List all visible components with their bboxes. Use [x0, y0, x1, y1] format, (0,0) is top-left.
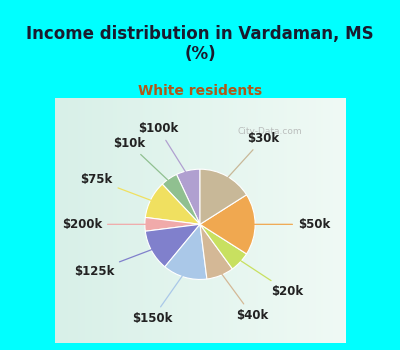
- Text: $10k: $10k: [113, 137, 172, 184]
- Text: $75k: $75k: [80, 173, 156, 202]
- Text: $30k: $30k: [224, 132, 279, 181]
- Wedge shape: [200, 169, 246, 224]
- Text: $40k: $40k: [219, 270, 268, 322]
- Text: $150k: $150k: [132, 272, 185, 325]
- Wedge shape: [162, 174, 200, 224]
- Text: $50k: $50k: [250, 218, 330, 231]
- Text: White residents: White residents: [138, 84, 262, 98]
- Text: City-Data.com: City-Data.com: [237, 127, 302, 136]
- Wedge shape: [176, 169, 200, 224]
- Wedge shape: [200, 195, 255, 254]
- Text: Income distribution in Vardaman, MS
(%): Income distribution in Vardaman, MS (%): [26, 25, 374, 63]
- Wedge shape: [145, 217, 200, 231]
- Wedge shape: [145, 224, 200, 267]
- Text: $20k: $20k: [236, 258, 304, 298]
- Text: $200k: $200k: [62, 218, 150, 231]
- Wedge shape: [200, 224, 246, 269]
- Text: $125k: $125k: [74, 248, 156, 278]
- Wedge shape: [165, 224, 207, 279]
- Text: $100k: $100k: [138, 122, 188, 176]
- Wedge shape: [200, 224, 232, 279]
- Wedge shape: [145, 184, 200, 224]
